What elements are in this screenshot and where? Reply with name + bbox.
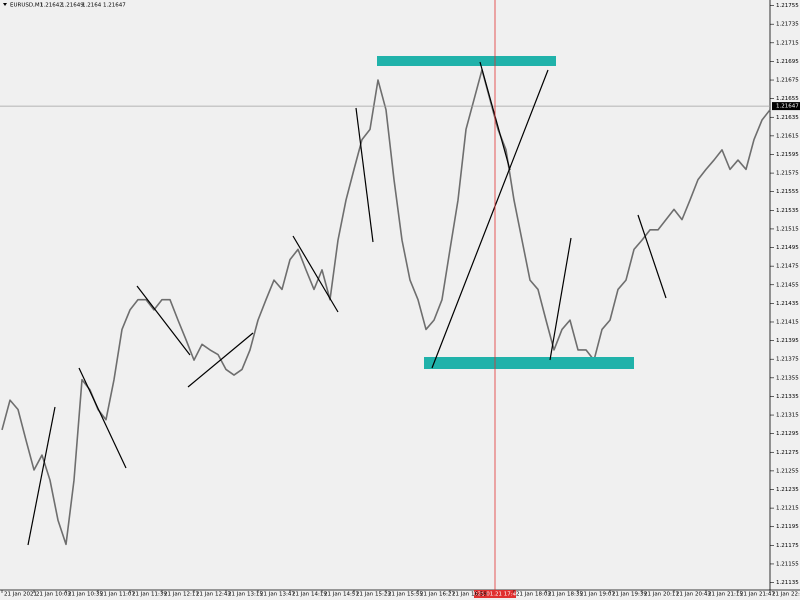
x-tick-label: 21 Jan 10:35 bbox=[68, 592, 103, 598]
trend-line bbox=[78, 367, 127, 469]
y-tick-label: 1.21615 bbox=[776, 133, 799, 139]
y-tick-label: 1.21275 bbox=[776, 450, 799, 456]
y-tick-label: 1.21455 bbox=[776, 282, 799, 288]
x-tick-label: 21 Jan 15:23 bbox=[356, 592, 391, 598]
x-tick-label: 21 Jan 20:11 bbox=[644, 592, 679, 598]
x-tick-label: 21 Jan 19:39 bbox=[612, 592, 647, 598]
ohlc-close: 1.21647 bbox=[103, 3, 126, 9]
y-tick-label: 1.21495 bbox=[776, 245, 799, 251]
y-tick-label: 1.21635 bbox=[776, 115, 799, 121]
y-tick-label: 1.21715 bbox=[776, 40, 799, 46]
x-tick-label: 21 Jan 19:07 bbox=[580, 592, 615, 598]
trend-line bbox=[187, 332, 254, 388]
x-tick-label: 21 Jan 18:03 bbox=[516, 592, 551, 598]
x-tick-label: 21 Jan 11:07 bbox=[100, 592, 135, 598]
symbol: EURUSD,M1 bbox=[10, 3, 43, 9]
trend-line bbox=[136, 285, 191, 356]
trend-line bbox=[292, 235, 339, 313]
x-tick-label: 21 Jan 15:55 bbox=[388, 592, 423, 598]
y-tick-label: 1.21535 bbox=[776, 208, 799, 214]
crosshair-label: 2021.01.21 17:44 bbox=[470, 592, 520, 598]
price-line bbox=[1, 68, 771, 546]
y-tick-label: 1.21395 bbox=[776, 338, 799, 344]
x-tick-label: 21 Jan 13:15 bbox=[228, 592, 263, 598]
y-tick-label: 1.21435 bbox=[776, 301, 799, 307]
y-tick-label: 1.21235 bbox=[776, 487, 799, 493]
x-tick-label: 21 Jan 11:39 bbox=[132, 592, 167, 598]
y-tick-label: 1.21155 bbox=[776, 561, 799, 567]
resistance-zone bbox=[377, 56, 556, 66]
trend-line bbox=[637, 214, 667, 299]
x-tick-label: 21 Jan 21:15 bbox=[708, 592, 743, 598]
x-tick-label: 21 Jan 14:51 bbox=[324, 592, 359, 598]
y-tick-label: 1.21755 bbox=[776, 3, 799, 9]
y-tick-label: 1.21555 bbox=[776, 189, 799, 195]
y-tick-label: 1.21475 bbox=[776, 264, 799, 270]
trend-line bbox=[431, 69, 549, 369]
trend-line bbox=[27, 406, 56, 546]
y-tick-label: 1.21175 bbox=[776, 543, 799, 549]
menu-arrow[interactable] bbox=[3, 3, 7, 6]
x-tick-label: 21 Jan 13:47 bbox=[260, 592, 295, 598]
y-tick-label: 1.21415 bbox=[776, 319, 799, 325]
x-tick-label: 21 Jan 16:27 bbox=[420, 592, 455, 598]
y-tick-label: 1.21255 bbox=[776, 468, 799, 474]
y-tick-label: 1.21315 bbox=[776, 413, 799, 419]
ohlc-high: 1.21649 bbox=[61, 3, 84, 9]
y-tick-label: 1.21215 bbox=[776, 506, 799, 512]
x-tick-label: 21 Jan 12:43 bbox=[196, 592, 231, 598]
plot bbox=[0, 68, 771, 546]
y-tick-label: 1.21735 bbox=[776, 22, 799, 28]
crosshair-label-box bbox=[474, 590, 516, 598]
x-tick-label: 21 Jan 2021 bbox=[4, 592, 37, 598]
x-tick-label: 21 Jan 18:35 bbox=[548, 592, 583, 598]
x-tick-label: 21 Jan 20:43 bbox=[676, 592, 711, 598]
trend-line bbox=[355, 107, 374, 243]
support-zone bbox=[424, 357, 634, 369]
y-tick-label: 1.21195 bbox=[776, 524, 799, 530]
x-tick-label: 21 Jan 21:47 bbox=[740, 592, 775, 598]
y-tick-label: 1.21135 bbox=[776, 580, 799, 586]
y-tick-label: 1.21575 bbox=[776, 171, 799, 177]
x-tick-label: 21 Jan 16:59 bbox=[452, 592, 487, 598]
y-tick-label: 1.21295 bbox=[776, 431, 799, 437]
x-tick-label: 21 Jan 12:11 bbox=[164, 592, 199, 598]
x-tick-label: 21 Jan 14:19 bbox=[292, 592, 327, 598]
y-tick-label: 1.21355 bbox=[776, 375, 799, 381]
y-tick-label: 1.21695 bbox=[776, 59, 799, 65]
x-tick-label: 21 Jan 22:19 bbox=[772, 592, 800, 598]
ohlc-low: 1.2164 bbox=[82, 3, 102, 9]
y-tick-label: 1.21675 bbox=[776, 78, 799, 84]
y-tick-label: 1.21655 bbox=[776, 96, 799, 102]
y-tick-label: 1.21375 bbox=[776, 357, 799, 363]
y-tick-label: 1.21335 bbox=[776, 394, 799, 400]
x-tick-label: 21 Jan 10:03 bbox=[36, 592, 71, 598]
trend-line bbox=[549, 237, 572, 361]
bid-label-box bbox=[772, 102, 800, 111]
bid-label: 1.21647 bbox=[776, 104, 799, 110]
y-tick-label: 1.21515 bbox=[776, 226, 799, 232]
ohlc-open: 1.21642 bbox=[40, 3, 63, 9]
y-tick-label: 1.21595 bbox=[776, 152, 799, 158]
